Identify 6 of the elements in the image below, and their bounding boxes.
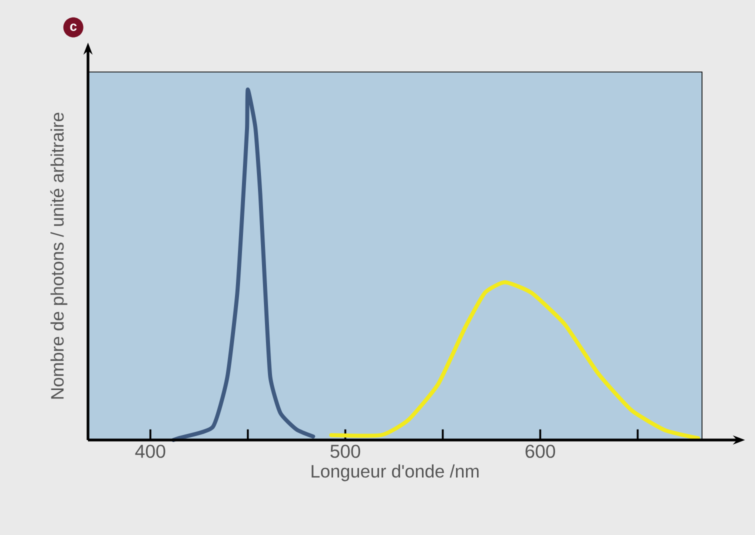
text: c: [70, 24, 77, 31]
y-axis-title: Nombre de photons / unité arbitraire: [50, 112, 68, 399]
x-axis-title: Longueur d'onde /nm: [312, 464, 479, 482]
x-tick-label: 500: [330, 444, 360, 458]
x-tick-label: 400: [135, 444, 166, 458]
x-tick-label: 600: [526, 444, 556, 458]
